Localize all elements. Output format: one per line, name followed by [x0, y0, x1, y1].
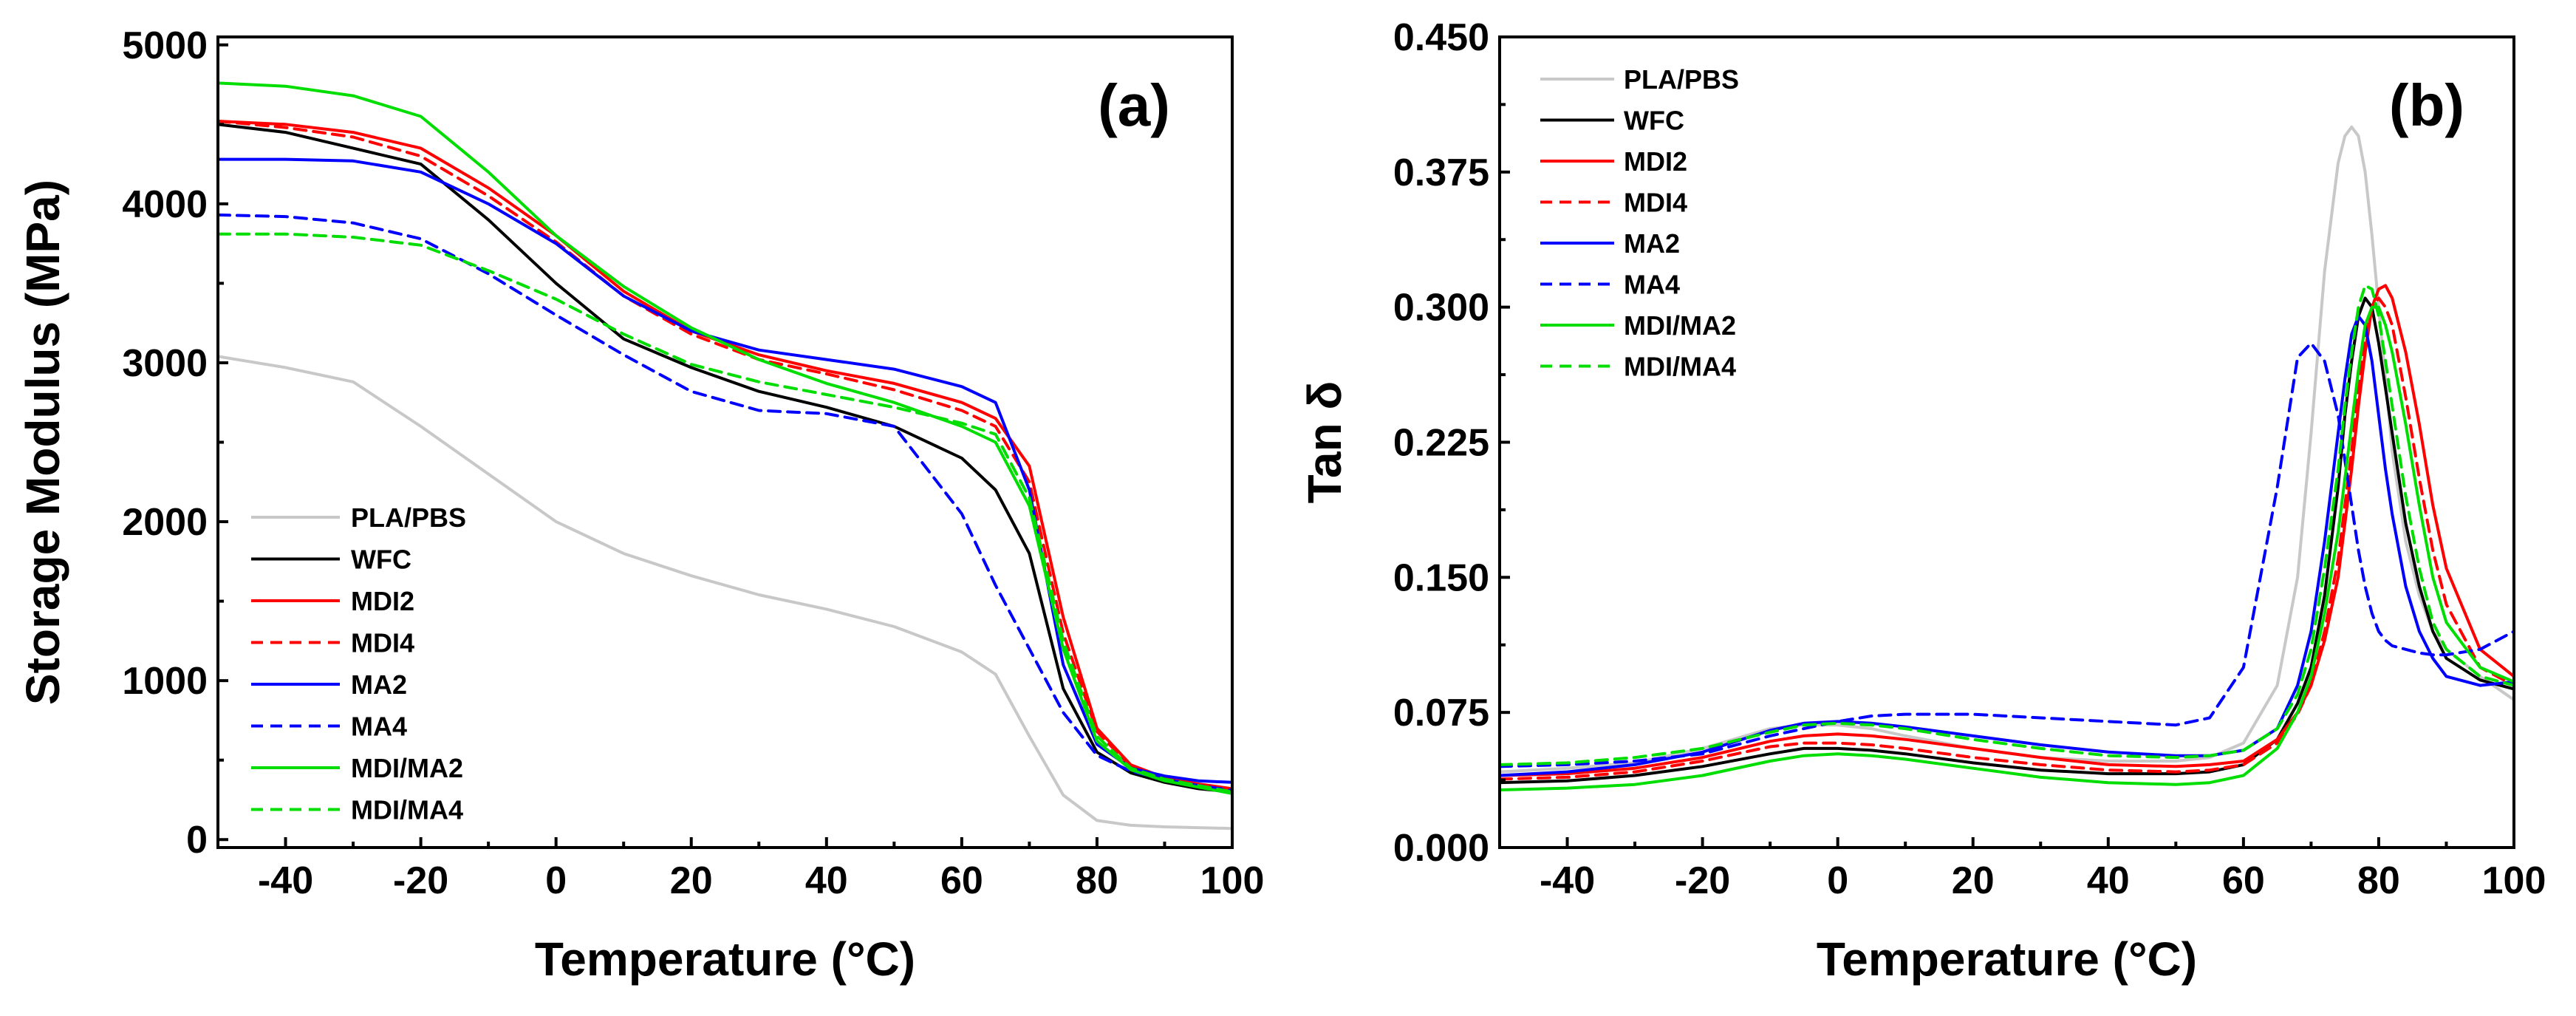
- series-line-mdi4: [1500, 296, 2514, 781]
- series-line-mdi-ma4: [218, 232, 1232, 794]
- panel-b: -40 -20 0 20 40 60 80 100 0.000 0.075 0.150 0.225 0.…: [1298, 16, 2546, 986]
- y-tick-label: 0.375: [1393, 151, 1489, 194]
- legend: PLA/PBS WFC MDI2 MDI4 MA2 MA4 MDI/MA2 MDI/MA4: [1540, 64, 1739, 382]
- x-axis-title: Temperature (°C): [1817, 933, 2197, 986]
- legend-label: WFC: [1624, 106, 1684, 136]
- legend-label: PLA/PBS: [1624, 64, 1739, 95]
- y-tick-label: 1000: [122, 660, 208, 703]
- x-tick-label: -20: [393, 859, 448, 902]
- series-group: [218, 81, 1232, 831]
- series-line-pla-pbs: [1500, 125, 2514, 774]
- y-axis-title: Storage Modulus (MPa): [16, 180, 69, 705]
- legend-label: MA4: [1624, 270, 1680, 300]
- panel-a: -40 -20 0 20 40 60 80 100010002000300040005000T…: [16, 24, 1264, 986]
- series-line-ma2: [1500, 314, 2514, 777]
- x-tick-label: 40: [2087, 859, 2130, 902]
- legend-label: MA4: [351, 712, 407, 742]
- legend-label: MDI4: [1624, 188, 1687, 218]
- legend-label: PLA/PBS: [351, 502, 466, 533]
- series-group: [1500, 125, 2514, 791]
- series-line-mdi-ma2: [218, 81, 1232, 795]
- y-tick-label: 2000: [122, 501, 208, 544]
- x-tick-label: -20: [1675, 859, 1730, 902]
- legend-label: MDI/MA4: [351, 795, 463, 825]
- y-tick-label: 5000: [122, 24, 208, 67]
- series-line-ma4: [218, 213, 1232, 792]
- y-tick-label: 0.300: [1393, 287, 1489, 330]
- series-line-mdi-ma2: [1500, 305, 2514, 791]
- legend-label: MA2: [1624, 228, 1680, 259]
- legend-label: WFC: [351, 545, 411, 575]
- x-tick-label: 0: [545, 859, 567, 902]
- x-tick-label: 40: [805, 859, 848, 902]
- legend-label: MDI2: [351, 586, 414, 616]
- series-line-mdi4: [218, 120, 1232, 792]
- y-axis-title: Tan δ: [1298, 381, 1351, 504]
- legend-label: MDI4: [351, 628, 414, 658]
- x-tick-label: -40: [258, 859, 313, 902]
- series-line-wfc: [1500, 296, 2514, 785]
- x-tick-label: 60: [2222, 859, 2265, 902]
- panel-label: (a): [1098, 72, 1170, 138]
- x-tick-label: 80: [1076, 859, 1118, 902]
- series-line-mdi2: [1500, 284, 2514, 777]
- x-tick-label: 80: [2357, 859, 2400, 902]
- y-tick-label: 0.450: [1393, 16, 1489, 59]
- series-line-mdi-ma4: [1500, 284, 2514, 766]
- y-tick-label: 4000: [122, 183, 208, 226]
- x-axis-title: Temperature (°C): [535, 933, 915, 986]
- x-tick-label: 100: [1200, 859, 1265, 902]
- y-tick-label: 0.225: [1393, 422, 1489, 465]
- y-tick-label: 0.075: [1393, 692, 1489, 734]
- series-line-ma4: [1500, 341, 2514, 768]
- y-tick-label: 3000: [122, 342, 208, 385]
- x-tick-label: 20: [1952, 859, 1995, 902]
- legend-label: MDI2: [1624, 146, 1687, 177]
- legend-label: MDI/MA2: [1624, 310, 1736, 341]
- panel-label: (b): [2389, 72, 2464, 138]
- legend-label: MDI/MA2: [351, 753, 463, 783]
- x-tick-label: 0: [1827, 859, 1848, 902]
- y-tick-label: 0.000: [1393, 827, 1489, 870]
- y-tick-label: 0: [186, 819, 208, 862]
- legend-label: MDI/MA4: [1624, 352, 1736, 382]
- x-tick-label: -40: [1540, 859, 1595, 902]
- x-tick-label: 100: [2482, 859, 2546, 902]
- legend: PLA/PBS WFC MDI2 MDI4 MA2 MA4 MDI/MA2 MDI/MA4: [251, 502, 466, 825]
- legend-label: MA2: [351, 669, 407, 700]
- x-tick-label: 20: [670, 859, 713, 902]
- y-tick-label: 0.150: [1393, 556, 1489, 599]
- series-line-pla-pbs: [218, 355, 1232, 831]
- x-tick-label: 60: [940, 859, 983, 902]
